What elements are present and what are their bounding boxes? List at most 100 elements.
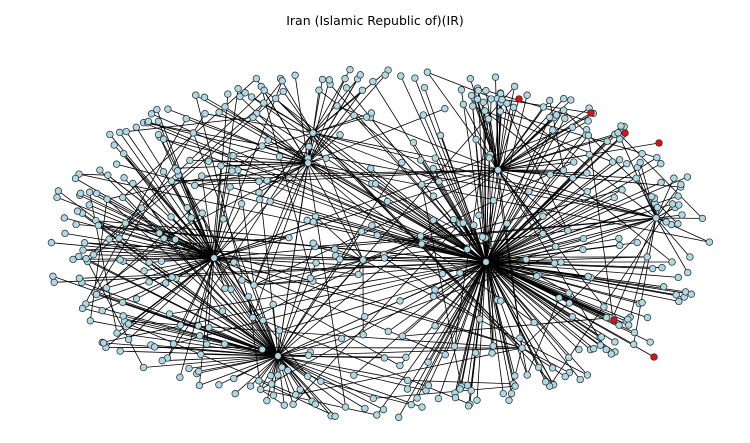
node-262 [653, 203, 662, 212]
node-330 [119, 193, 127, 202]
node-447 [145, 278, 153, 286]
node-286 [398, 332, 407, 340]
node-297 [429, 216, 437, 224]
node-238 [575, 345, 583, 354]
node-448 [396, 361, 404, 370]
node-217 [420, 83, 429, 92]
node-411 [403, 385, 412, 393]
node-419 [429, 192, 438, 200]
node-307 [380, 354, 389, 362]
node-254 [75, 252, 83, 261]
edge-553 [312, 132, 364, 261]
node-477 [497, 297, 505, 305]
edge-524 [497, 169, 605, 308]
node-426 [317, 377, 325, 385]
edge-438 [258, 181, 279, 357]
node-430 [648, 264, 657, 273]
edge-282 [362, 259, 588, 376]
node-472 [221, 284, 229, 293]
node-431 [362, 113, 371, 121]
edge-600 [421, 184, 462, 387]
node-298 [496, 107, 505, 115]
hub-node-6 [250, 281, 258, 289]
edge-469 [485, 261, 535, 323]
node-282 [167, 213, 175, 221]
edge-459 [407, 261, 487, 390]
node-396 [610, 193, 618, 202]
edge-97 [179, 257, 215, 378]
edge-39 [188, 355, 279, 369]
edge-266 [485, 261, 516, 387]
edge-143 [485, 95, 528, 263]
node-413 [171, 235, 180, 244]
edge-48 [107, 174, 215, 259]
node-272 [585, 150, 594, 159]
node-397 [337, 334, 346, 343]
node-350 [167, 177, 176, 185]
edge-383 [497, 169, 587, 174]
node-199 [397, 72, 405, 80]
node-461 [371, 180, 380, 188]
edge-223 [497, 169, 637, 179]
node-328 [489, 196, 498, 205]
node-202 [542, 378, 550, 386]
node-403 [579, 234, 588, 243]
node-347 [484, 115, 493, 123]
hub-node-5 [304, 159, 312, 167]
node-233 [159, 135, 168, 143]
node-438 [333, 102, 341, 110]
node-288 [145, 258, 153, 267]
edge-504 [497, 169, 569, 232]
edge-552 [253, 259, 364, 286]
highlighted-node-4 [610, 316, 618, 324]
edge-226 [64, 233, 215, 259]
node-123 [546, 96, 554, 105]
node-225 [93, 189, 101, 198]
node-354 [157, 257, 166, 265]
node-65 [565, 353, 573, 362]
node-164 [473, 95, 482, 103]
edge-36 [467, 261, 487, 386]
edge-633 [497, 142, 660, 171]
edge-569 [312, 132, 657, 219]
node-325 [616, 241, 624, 250]
edge-308 [485, 157, 490, 263]
node-47 [341, 75, 349, 83]
edge-465 [208, 160, 309, 164]
node-384 [227, 285, 235, 293]
node-76 [224, 90, 232, 98]
edge-412 [108, 238, 279, 357]
edge-320 [194, 169, 499, 186]
node-264 [205, 323, 213, 332]
edge-3 [485, 163, 661, 263]
edge-515 [462, 222, 487, 263]
node-43 [535, 363, 543, 372]
edge-284 [497, 114, 557, 171]
edge-501 [399, 261, 487, 366]
edge-260 [485, 261, 580, 350]
node-250 [124, 320, 133, 328]
edge-240 [277, 355, 423, 408]
edge-111 [307, 74, 361, 164]
node-406 [384, 327, 392, 336]
node-81 [648, 192, 656, 201]
highlighted-node-5 [650, 353, 658, 361]
hub-node-7 [309, 129, 317, 137]
edge-286 [125, 131, 215, 259]
edge-435 [266, 162, 309, 181]
edge-172 [239, 96, 309, 164]
node-327 [463, 245, 471, 254]
node-337 [416, 232, 425, 240]
edge-474 [277, 330, 280, 357]
node-159 [47, 239, 56, 247]
node-283 [159, 168, 168, 176]
node-46 [318, 75, 327, 84]
edge-403 [233, 155, 309, 164]
edge-619 [454, 118, 489, 347]
node-121 [451, 394, 460, 402]
node-320 [570, 158, 578, 166]
node-435 [584, 272, 592, 281]
node-19 [124, 335, 133, 344]
node-418 [189, 129, 197, 137]
node-93 [407, 401, 415, 409]
